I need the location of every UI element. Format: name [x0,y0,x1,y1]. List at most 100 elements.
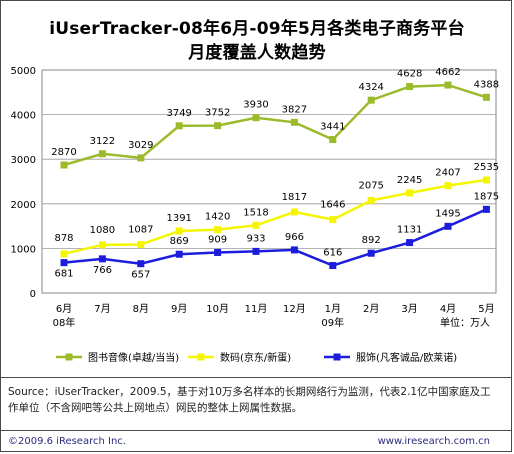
data-point [329,262,337,270]
series-1: 2870 3122 3029 3749 3752 3930 3827 3441 4324 4628… [51,67,499,169]
series-2: 878 1080 1087 1391 1420 1518 1817 1646 2075 2245 2… [54,162,499,258]
series-line [63,178,487,256]
data-label: 3827 [282,104,307,115]
data-label: 1817 [282,192,307,203]
x-tick-label: 9月 [171,303,187,315]
footer-separator [0,430,512,431]
data-label: 2075 [358,180,383,191]
data-label: 869 [170,236,189,247]
data-point [329,136,337,144]
legend-swatch-marker [197,353,205,361]
data-label: 3930 [243,100,268,111]
data-point [214,226,222,234]
data-point [406,83,414,91]
data-label: 2245 [397,175,422,186]
y-tick-label: 2000 [11,200,36,211]
data-point [406,239,414,247]
legend-swatch-marker [333,353,341,361]
data-label: 1495 [435,208,460,219]
data-point [137,260,145,268]
data-point [252,221,260,229]
data-point [444,182,452,190]
data-label: 1391 [166,213,191,224]
data-point [137,241,145,249]
data-label: 2535 [474,162,499,173]
data-point [367,196,375,204]
data-label: 4324 [358,82,383,93]
chart-title: iUserTracker-08年6月-09年5月各类电子商务平台 [49,19,465,39]
data-label: 4388 [474,79,499,90]
data-label: 3749 [166,108,191,119]
data-label: 1646 [320,200,345,211]
series-3: 681 766 657 869 909 933 966 616 892 1131 1495 1875 [54,191,499,280]
note-separator [0,377,512,378]
data-label: 3752 [205,108,230,119]
data-label: 1080 [90,225,115,236]
x-tick-sublabel: 09年 [321,316,344,329]
data-label: 878 [54,233,73,244]
y-tick-label: 5000 [11,66,36,77]
data-label: 909 [208,234,227,245]
x-tick-label: 7月 [94,303,110,315]
legend-item-3: 服饰(凡客诚品/欧莱诺) [324,351,457,364]
x-tick-label: 8月 [133,303,149,315]
x-tick-label: 1月 [325,303,341,315]
data-point [367,249,375,257]
data-point [214,122,222,130]
data-point [482,93,490,101]
copyright-text: ©2009.6 iResearch Inc. [8,436,126,447]
data-point [444,222,452,230]
data-point [175,227,183,235]
data-label: 933 [246,233,265,244]
data-point [482,176,490,184]
chart-subtitle: 月度覆盖人数趋势 [188,43,326,63]
data-point [252,114,260,122]
data-label: 3441 [320,122,345,133]
unit-note: 单位：万人 [440,316,490,329]
data-label: 1875 [474,191,499,202]
x-tick-label: 3月 [401,303,417,315]
y-tick-label: 1000 [11,244,36,255]
data-label: 3122 [90,136,115,147]
legend-label: 数码(京东/新蛋) [220,351,291,364]
data-label: 4628 [397,69,422,80]
website-link[interactable]: www.iresearch.com.cn [377,436,490,447]
x-tick-label: 5月 [478,303,494,315]
data-label: 657 [131,270,150,281]
data-label: 4662 [435,67,460,78]
data-label: 2407 [435,168,460,179]
data-point [98,150,106,158]
x-tick-label: 4月 [440,303,456,315]
data-label: 966 [285,232,304,243]
x-tick-label: 12月 [283,303,306,315]
y-tick-label: 4000 [11,111,36,122]
y-tick-label: 3000 [11,155,36,166]
x-tick-label: 11月 [245,303,268,315]
legend-label: 图书音像(卓越/当当) [88,351,179,364]
legend-label: 服饰(凡客诚品/欧莱诺) [356,351,457,364]
data-point [406,189,414,197]
data-point [482,205,490,213]
data-label: 766 [93,265,112,276]
data-point [60,250,68,258]
data-point [367,96,375,104]
data-point [290,246,298,254]
x-tick-label: 10月 [206,303,229,315]
legend-item-2: 数码(京东/新蛋) [188,351,291,364]
plot-area [41,69,497,294]
data-label: 616 [323,248,342,259]
data-label: 1087 [128,225,153,236]
data-point [137,154,145,162]
data-label: 2870 [51,147,76,158]
data-label: 3029 [128,140,153,151]
legend-swatch-marker [65,353,73,361]
data-point [98,255,106,263]
data-point [444,81,452,89]
x-tick-label: 6月 [56,303,72,315]
series-line [63,208,487,267]
data-point [290,208,298,216]
data-point [175,250,183,258]
data-point [175,122,183,130]
